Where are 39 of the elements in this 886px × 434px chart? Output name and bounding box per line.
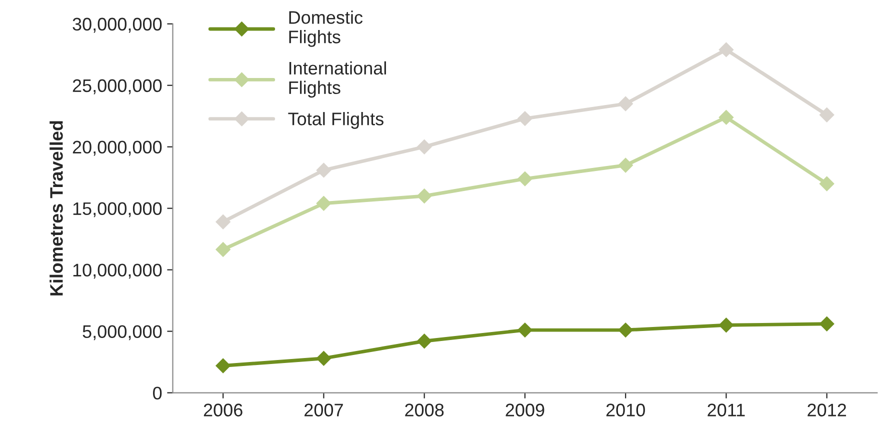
legend-label: Domestic Flights bbox=[289, 10, 363, 47]
point bbox=[216, 358, 230, 374]
y-tick-label: 25,000,000 bbox=[72, 79, 162, 94]
legend-label: Total Flights bbox=[288, 112, 384, 129]
y-tick-label: 5,000,000 bbox=[82, 325, 162, 340]
y-tick-label: 10,000,000 bbox=[73, 264, 162, 279]
point bbox=[416, 139, 432, 154]
point bbox=[718, 318, 734, 333]
point bbox=[518, 111, 532, 126]
y-tick-label: 15,000,000 bbox=[73, 202, 162, 218]
y-tick-label: 0 bbox=[153, 386, 162, 400]
x-tick-label: 2012 bbox=[808, 404, 846, 416]
y-tick-label: 30,000,000 bbox=[72, 18, 162, 33]
x-tick-label: 2006 bbox=[204, 404, 242, 416]
point bbox=[718, 110, 734, 125]
point bbox=[316, 162, 332, 178]
point bbox=[518, 322, 532, 338]
point bbox=[518, 171, 532, 186]
point bbox=[416, 188, 432, 204]
x-tick-label: 2010 bbox=[606, 404, 645, 416]
point bbox=[618, 158, 633, 173]
point bbox=[216, 214, 230, 230]
point bbox=[316, 350, 332, 366]
x-tick-label: 2007 bbox=[304, 404, 343, 416]
point bbox=[618, 96, 633, 112]
y-axis-title: Kilometres Travelled bbox=[50, 121, 63, 296]
legend-label: International Flights bbox=[289, 61, 386, 98]
point bbox=[316, 196, 332, 211]
x-tick-label: 2009 bbox=[506, 404, 544, 416]
x-tick-label: 2011 bbox=[708, 404, 745, 416]
point bbox=[216, 242, 230, 257]
point bbox=[819, 107, 834, 122]
x-tick-label: 2008 bbox=[405, 404, 444, 416]
point bbox=[819, 316, 834, 332]
y-tick-label: 20,000,000 bbox=[72, 140, 162, 156]
point bbox=[416, 334, 432, 349]
point bbox=[618, 322, 633, 338]
point bbox=[718, 42, 734, 58]
point bbox=[819, 176, 834, 192]
